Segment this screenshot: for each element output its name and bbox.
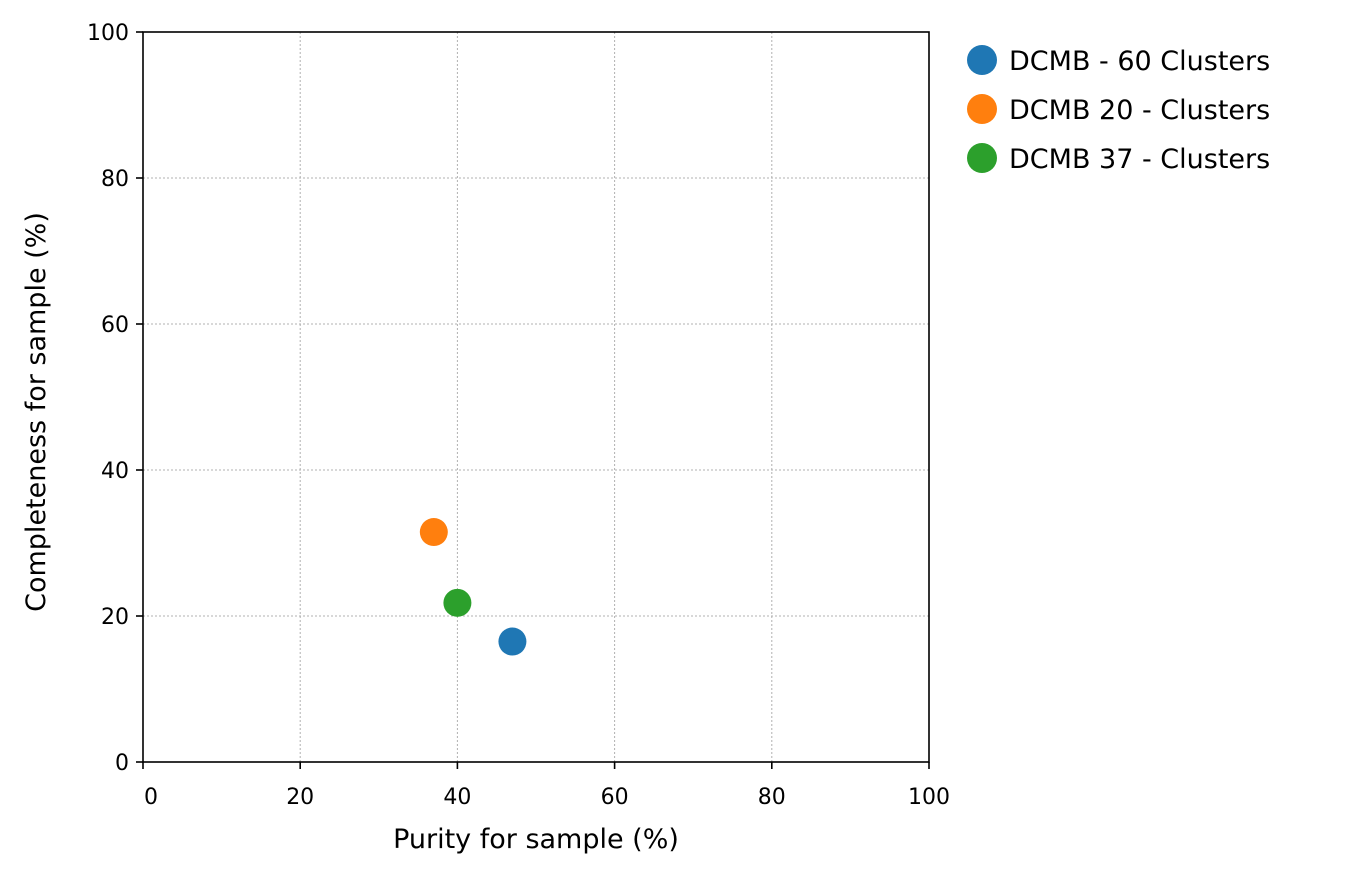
y-tick-label: 60	[101, 313, 129, 338]
x-tick-label: 0	[144, 785, 158, 810]
data-points	[419, 518, 527, 656]
data-point	[443, 588, 472, 617]
legend-marker	[967, 143, 997, 173]
y-tick-label: 20	[101, 605, 129, 630]
x-tick-label: 80	[758, 785, 786, 810]
y-tick-label: 40	[101, 459, 129, 484]
legend-label: DCMB 20 - Clusters	[1009, 95, 1270, 126]
y-tick-label: 0	[115, 751, 129, 776]
legend-label: DCMB - 60 Clusters	[1009, 46, 1270, 77]
data-point	[419, 518, 448, 547]
x-tick-label: 60	[601, 785, 629, 810]
y-tick-label: 80	[101, 167, 129, 192]
legend: DCMB - 60 Clusters DCMB 20 - Clusters DCMB…	[967, 45, 1270, 175]
legend-label: DCMB 37 - Clusters	[1009, 144, 1270, 175]
y-axis-title: Completeness for sample (%)	[21, 212, 52, 612]
x-tick-label: 40	[443, 785, 471, 810]
axes-frame	[142, 31, 930, 763]
x-tick-label: 100	[908, 785, 950, 810]
grid	[142, 31, 930, 763]
data-point	[498, 627, 527, 656]
x-tick-label: 20	[286, 785, 314, 810]
x-axis-title: Purity for sample (%)	[393, 824, 679, 855]
legend-marker	[967, 94, 997, 124]
ticks: 0 20 40 60 80 100 0 20 40 60 80 100	[87, 21, 950, 810]
y-tick-label: 100	[87, 21, 129, 46]
legend-marker	[967, 45, 997, 75]
